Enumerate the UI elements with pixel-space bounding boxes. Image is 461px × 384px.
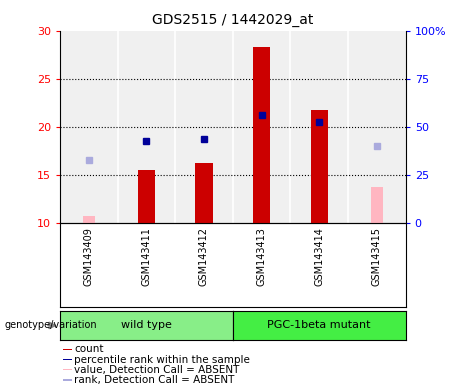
Text: wild type: wild type — [121, 320, 172, 331]
Text: genotype/variation: genotype/variation — [5, 320, 97, 331]
Text: GSM143415: GSM143415 — [372, 227, 382, 286]
Bar — [311, 111, 328, 223]
Text: GSM143413: GSM143413 — [257, 227, 266, 286]
Bar — [195, 163, 213, 223]
Bar — [138, 170, 155, 223]
Text: GSM143414: GSM143414 — [314, 227, 324, 286]
Bar — [253, 47, 270, 223]
Text: rank, Detection Call = ABSENT: rank, Detection Call = ABSENT — [75, 375, 235, 384]
FancyBboxPatch shape — [64, 369, 71, 371]
Bar — [83, 216, 95, 223]
Title: GDS2515 / 1442029_at: GDS2515 / 1442029_at — [152, 13, 313, 27]
Text: value, Detection Call = ABSENT: value, Detection Call = ABSENT — [75, 365, 240, 375]
FancyBboxPatch shape — [64, 359, 71, 360]
Text: GSM143411: GSM143411 — [142, 227, 151, 286]
Bar — [371, 187, 383, 223]
Text: percentile rank within the sample: percentile rank within the sample — [75, 354, 250, 364]
Text: GSM143409: GSM143409 — [84, 227, 94, 286]
FancyBboxPatch shape — [64, 349, 71, 350]
Text: count: count — [75, 344, 104, 354]
FancyBboxPatch shape — [64, 379, 71, 381]
Text: GSM143412: GSM143412 — [199, 227, 209, 286]
Text: PGC-1beta mutant: PGC-1beta mutant — [267, 320, 371, 331]
